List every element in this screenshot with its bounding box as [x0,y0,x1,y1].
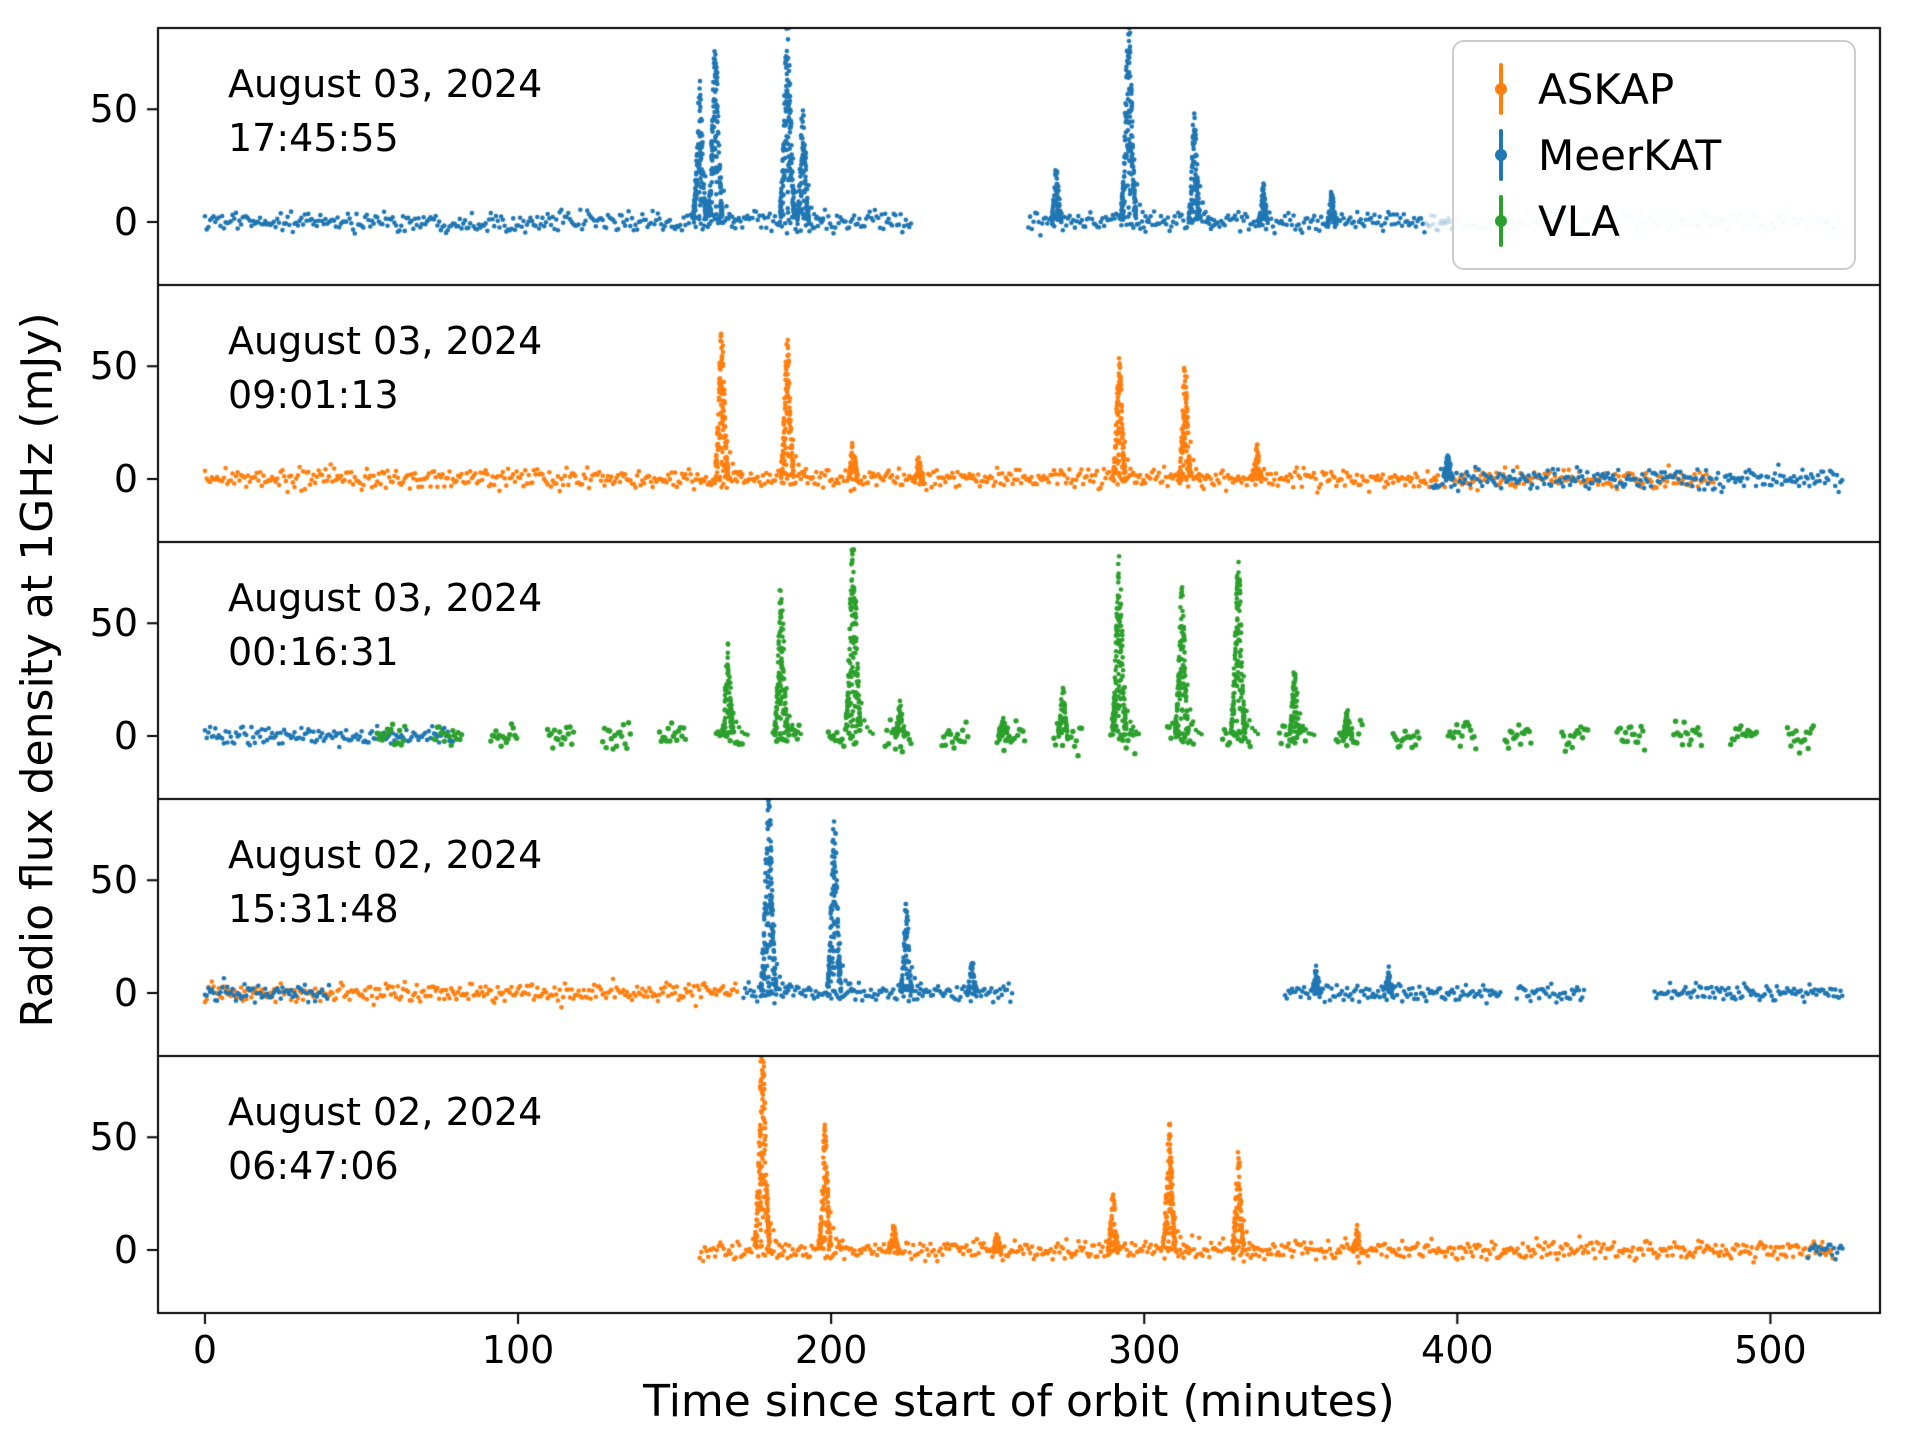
x-axis-label: Time since start of orbit (minutes) [643,1376,1395,1427]
panel-date: August 03, 2024 [228,319,543,363]
errorbar-icon [1464,60,1538,118]
legend-item-meerkat: MeerKAT [1464,122,1844,188]
legend-label: ASKAP [1538,64,1675,114]
legend: ASKAP MeerKAT VLA [1452,40,1856,270]
panel-time: 00:16:31 [228,629,399,674]
panel-date: August 02, 2024 [228,1090,543,1134]
x-tick-label: 500 [1734,1328,1807,1372]
y-tick-label: 0 [113,713,138,758]
y-axis-label: Radio flux density at 1GHz (mJy) [12,312,63,1028]
legend-label: MeerKAT [1538,130,1722,180]
panel-annotation-3: August 03, 2024 00:16:31 [228,572,542,680]
y-tick-label: 0 [113,199,138,244]
legend-item-askap: ASKAP [1464,56,1844,122]
y-tick-label: 0 [113,456,138,501]
panel-time: 17:45:55 [228,115,399,160]
legend-label: VLA [1538,196,1620,246]
x-tick-label: 300 [1107,1328,1181,1372]
x-tick-label: 200 [794,1328,868,1372]
panel-annotation-4: August 02, 2024 15:31:48 [228,829,542,937]
panel-annotation-5: August 02, 2024 06:47:06 [228,1086,542,1194]
panel-annotation-2: August 03, 2024 09:01:13 [228,315,542,423]
errorbar-icon [1464,192,1538,250]
panel-date: August 03, 2024 [228,62,543,106]
x-tick-label: 400 [1421,1328,1494,1372]
y-tick-label: 50 [89,87,138,132]
legend-item-vla: VLA [1464,188,1844,254]
y-tick-label: 50 [89,1115,138,1160]
panel-date: August 03, 2024 [228,576,543,620]
x-tick-label: 100 [481,1328,555,1372]
panel-date: August 02, 2024 [228,833,543,877]
y-tick-label: 50 [89,344,138,389]
errorbar-icon [1464,126,1538,184]
panel-time: 06:47:06 [228,1143,399,1188]
y-tick-label: 0 [113,1227,138,1272]
y-tick-label: 0 [113,970,138,1015]
y-tick-label: 50 [89,601,138,646]
x-tick-label: 0 [192,1328,218,1372]
panel-time: 09:01:13 [228,372,399,417]
y-tick-label: 50 [89,858,138,903]
panel-annotation-1: August 03, 2024 17:45:55 [228,58,542,166]
panel-time: 15:31:48 [228,886,399,931]
